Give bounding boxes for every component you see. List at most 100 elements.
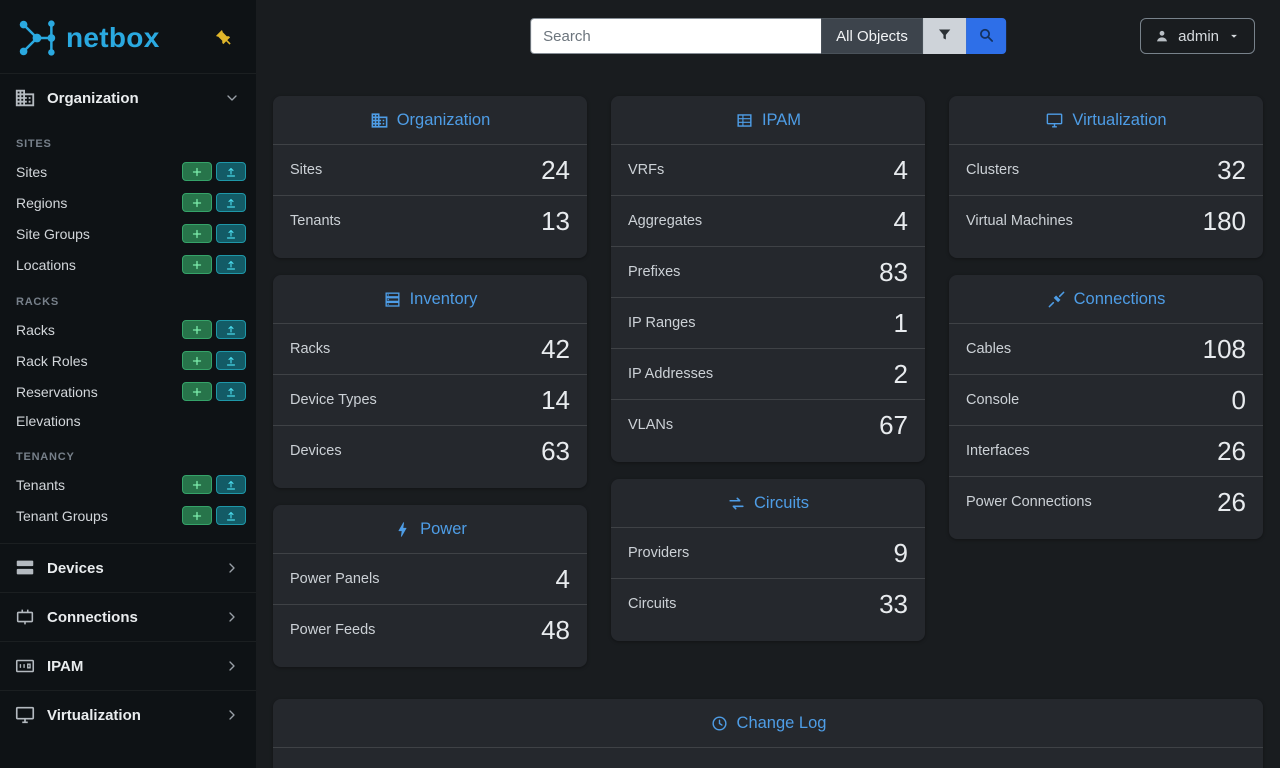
card-header-circuits: Circuits bbox=[611, 479, 925, 528]
stat-label-power-connections[interactable]: Power Connections bbox=[966, 494, 1092, 510]
add-racks-button[interactable] bbox=[182, 320, 212, 339]
import-racks-button[interactable] bbox=[216, 320, 246, 339]
netbox-logo-icon bbox=[14, 15, 60, 61]
card-title-inventory[interactable]: Inventory bbox=[409, 290, 478, 308]
stat-label-prefixes[interactable]: Prefixes bbox=[628, 264, 681, 280]
sidebar-link-sites[interactable]: Sites bbox=[16, 163, 48, 180]
card-title-organization[interactable]: Organization bbox=[396, 111, 491, 129]
stat-row-interfaces: Interfaces 26 bbox=[949, 426, 1263, 477]
chevron-right-icon bbox=[224, 609, 240, 625]
card-title-ipam[interactable]: IPAM bbox=[761, 111, 802, 129]
sidebar-item-connections[interactable]: Connections bbox=[0, 593, 256, 641]
stat-label-vrfs[interactable]: VRFs bbox=[628, 162, 665, 178]
stat-value-ip-ranges: 1 bbox=[893, 308, 908, 338]
import-locations-button[interactable] bbox=[216, 255, 246, 274]
sidebar-section-header-tenancy: TENANCY bbox=[16, 451, 75, 463]
import-sites-button[interactable] bbox=[216, 162, 246, 181]
monitor-icon bbox=[1045, 111, 1064, 130]
chevron-down-icon bbox=[224, 90, 240, 106]
sidebar-group-connections: Connections bbox=[0, 592, 256, 641]
card-header-organization: Organization bbox=[273, 96, 587, 145]
bolt-icon bbox=[393, 520, 412, 539]
stat-row-prefixes: Prefixes 83 bbox=[611, 247, 925, 298]
stat-label-cables[interactable]: Cables bbox=[966, 341, 1012, 357]
sidebar-link-locations[interactable]: Locations bbox=[16, 256, 76, 273]
search-button[interactable] bbox=[965, 18, 1006, 54]
stat-label-tenants[interactable]: Tenants bbox=[290, 213, 341, 229]
sidebar-link-reservations[interactable]: Reservations bbox=[16, 383, 98, 400]
import-tenant-groups-button[interactable] bbox=[216, 506, 246, 525]
caret-down-icon bbox=[1227, 29, 1241, 43]
sidebar-group-label: Devices bbox=[47, 559, 104, 577]
user-menu-button[interactable]: admin bbox=[1140, 18, 1255, 54]
netbox-logo[interactable]: netbox bbox=[14, 15, 160, 61]
add-regions-button[interactable] bbox=[182, 193, 212, 212]
stat-label-vlans[interactable]: VLANs bbox=[628, 417, 674, 433]
add-tenants-button[interactable] bbox=[182, 475, 212, 494]
sidebar-link-rack-roles[interactable]: Rack Roles bbox=[16, 352, 88, 369]
card-title-power[interactable]: Power bbox=[420, 520, 467, 538]
stat-label-clusters[interactable]: Clusters bbox=[966, 162, 1020, 178]
import-site-groups-button[interactable] bbox=[216, 224, 246, 243]
sidebar-item-tenants: Tenants bbox=[0, 469, 256, 500]
import-reservations-button[interactable] bbox=[216, 382, 246, 401]
sidebar-item-ipam[interactable]: IPAM bbox=[0, 642, 256, 690]
sidebar-item-virtualization[interactable]: Virtualization bbox=[0, 691, 256, 739]
add-sites-button[interactable] bbox=[182, 162, 212, 181]
stat-value-power-feeds: 48 bbox=[541, 615, 570, 645]
stat-label-ip-addresses[interactable]: IP Addresses bbox=[628, 366, 714, 382]
add-reservations-button[interactable] bbox=[182, 382, 212, 401]
search-scope-button[interactable]: All Objects bbox=[821, 18, 923, 54]
sidebar-link-racks[interactable]: Racks bbox=[16, 321, 55, 338]
sidebar-link-tenants[interactable]: Tenants bbox=[16, 476, 66, 493]
import-regions-button[interactable] bbox=[216, 193, 246, 212]
add-tenant-groups-button[interactable] bbox=[182, 506, 212, 525]
stat-label-virtual-machines[interactable]: Virtual Machines bbox=[966, 213, 1073, 229]
transit-icon bbox=[727, 494, 746, 513]
stat-label-device-types[interactable]: Device Types bbox=[290, 392, 377, 408]
main-area: All Objects admin bbox=[256, 0, 1280, 768]
sidebar-link-tenant-groups[interactable]: Tenant Groups bbox=[16, 507, 108, 524]
stat-label-power-panels[interactable]: Power Panels bbox=[290, 571, 380, 587]
card-title-change-log[interactable]: Change Log bbox=[736, 714, 827, 732]
card-title-connections[interactable]: Connections bbox=[1073, 290, 1166, 308]
sidebar-link-regions[interactable]: Regions bbox=[16, 194, 68, 211]
stat-row-clusters: Clusters 32 bbox=[949, 145, 1263, 196]
netbox-logo-text: netbox bbox=[66, 22, 160, 53]
stat-label-power-feeds[interactable]: Power Feeds bbox=[290, 622, 376, 638]
import-rack-roles-button[interactable] bbox=[216, 351, 246, 370]
card-connections: Connections Cables 108 Console 0 Interfaces 26… bbox=[949, 275, 1263, 539]
card-title-virtualization[interactable]: Virtualization bbox=[1072, 111, 1167, 129]
stat-label-racks[interactable]: Racks bbox=[290, 341, 331, 357]
stat-label-circuits[interactable]: Circuits bbox=[628, 596, 677, 612]
stat-label-console[interactable]: Console bbox=[966, 392, 1020, 408]
card-header-change-log: Change Log bbox=[273, 699, 1263, 748]
sidebar-item-rack-roles: Rack Roles bbox=[0, 345, 256, 376]
add-site-groups-button[interactable] bbox=[182, 224, 212, 243]
search-input[interactable] bbox=[530, 18, 822, 54]
stat-row-device-types: Device Types 14 bbox=[273, 375, 587, 426]
import-tenants-button[interactable] bbox=[216, 475, 246, 494]
card-title-circuits[interactable]: Circuits bbox=[753, 494, 809, 512]
add-locations-button[interactable] bbox=[182, 255, 212, 274]
stat-label-devices[interactable]: Devices bbox=[290, 443, 342, 459]
sidebar-link-elevations[interactable]: Elevations bbox=[16, 413, 81, 429]
sidebar-link-site-groups[interactable]: Site Groups bbox=[16, 225, 90, 242]
sidebar-item-organization[interactable]: Organization bbox=[0, 74, 256, 122]
stat-label-sites[interactable]: Sites bbox=[290, 162, 323, 178]
stat-row-providers: Providers 9 bbox=[611, 528, 925, 579]
stat-row-circuits: Circuits 33 bbox=[611, 579, 925, 629]
card-rows-change-log bbox=[273, 748, 1263, 760]
add-rack-roles-button[interactable] bbox=[182, 351, 212, 370]
sidebar-item-devices[interactable]: Devices bbox=[0, 544, 256, 592]
stat-label-ip-ranges[interactable]: IP Ranges bbox=[628, 315, 696, 331]
filter-button[interactable] bbox=[922, 18, 966, 54]
stat-row-ip-addresses: IP Addresses 2 bbox=[611, 349, 925, 400]
card-header-virtualization: Virtualization bbox=[949, 96, 1263, 145]
stat-label-providers[interactable]: Providers bbox=[628, 545, 690, 561]
stat-label-aggregates[interactable]: Aggregates bbox=[628, 213, 703, 229]
pin-sidebar-icon[interactable] bbox=[215, 29, 234, 48]
plus-icon bbox=[191, 479, 203, 491]
stat-label-interfaces[interactable]: Interfaces bbox=[966, 443, 1030, 459]
